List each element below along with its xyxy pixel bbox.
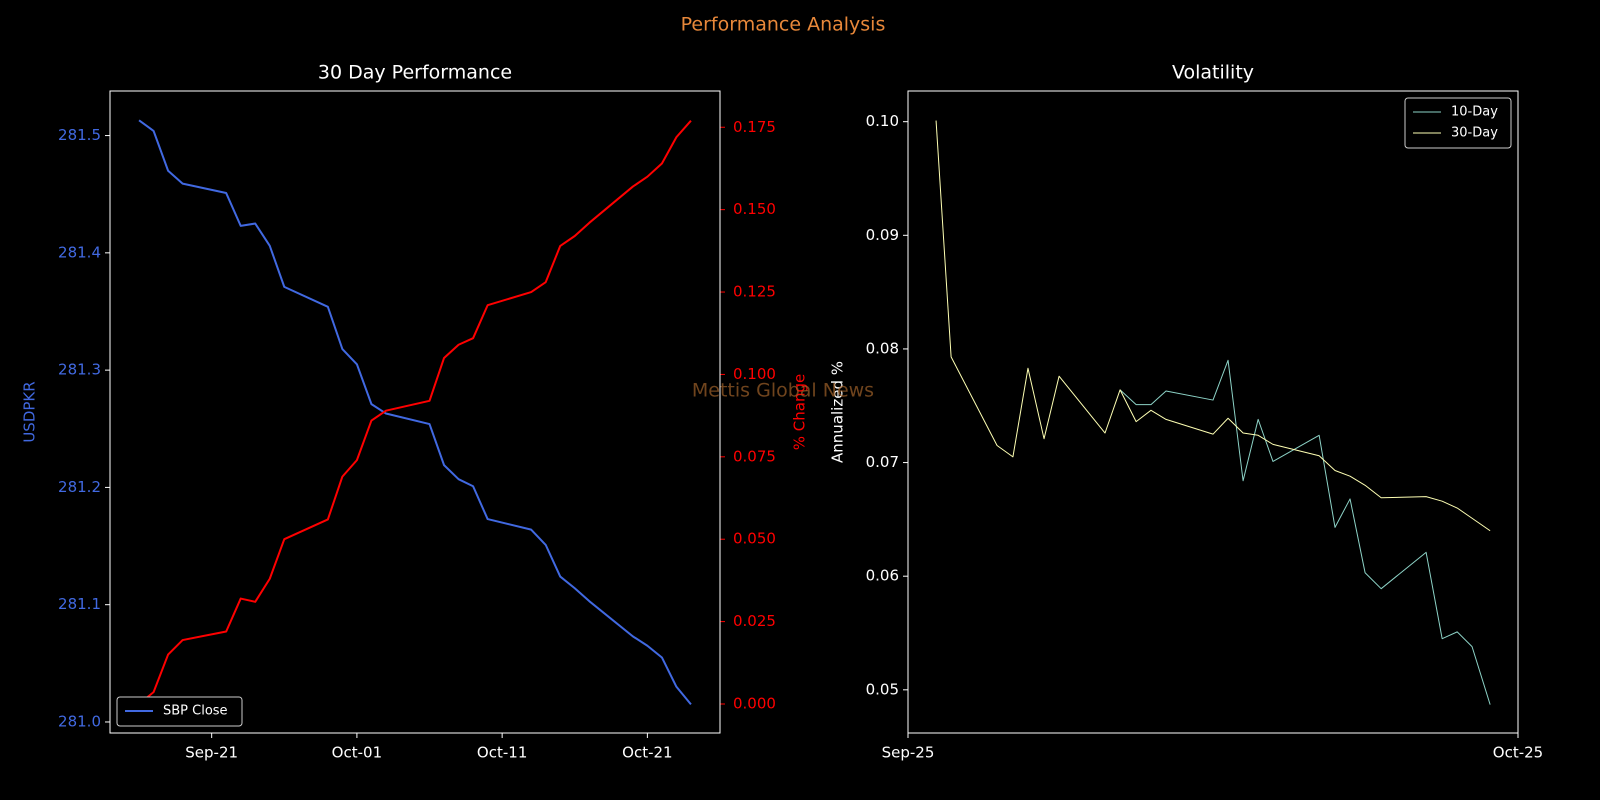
y-tick-label: 281.2 (58, 478, 101, 496)
y-tick-label: 281.1 (58, 595, 101, 613)
y2-tick-label: 0.050 (733, 530, 776, 548)
y-axis-label: USDPKR (21, 381, 39, 442)
y2-tick-label: 0.025 (733, 612, 776, 630)
y2-tick-label: 0.100 (733, 365, 776, 383)
y2-tick-label: 0.075 (733, 447, 776, 465)
series-line (138, 119, 692, 705)
legend-label: SBP Close (163, 704, 228, 719)
legend-label: 30-Day (1451, 126, 1498, 141)
x-tick-label: Sep-25 (882, 744, 935, 762)
axes-title: Volatility (1172, 62, 1254, 84)
series-line (935, 120, 1491, 532)
y-axis-label: Annualized % (829, 361, 847, 463)
y-tick-label: 281.0 (58, 712, 101, 730)
y-tick-label: 0.08 (866, 339, 899, 357)
legend-box (1404, 97, 1512, 149)
x-tick-label: Oct-11 (477, 744, 527, 762)
axes-frame (907, 90, 1519, 734)
y-tick-label: 0.07 (866, 453, 899, 471)
axes-frame (109, 90, 721, 734)
legend-box (116, 696, 243, 727)
y-tick-label: 0.06 (866, 567, 899, 585)
series-line (138, 119, 692, 706)
y-tick-label: 0.05 (866, 680, 899, 698)
x-tick-label: Oct-01 (332, 744, 382, 762)
axes-title: 30 Day Performance (318, 62, 512, 84)
figure-title: Performance Analysis (681, 14, 886, 36)
x-tick-label: Sep-21 (185, 744, 238, 762)
y2-axis-label: % Change (791, 374, 809, 450)
series-line (1119, 359, 1491, 705)
y-tick-label: 0.10 (866, 112, 899, 130)
y-tick-label: 281.4 (58, 243, 101, 261)
y2-tick-label: 0.175 (733, 118, 776, 136)
y-tick-label: 0.09 (866, 226, 899, 244)
legend-label: 10-Day (1451, 105, 1498, 120)
y2-tick-label: 0.125 (733, 283, 776, 301)
y2-tick-label: 0.000 (733, 694, 776, 712)
watermark: Mettis Global News (692, 380, 874, 402)
y-tick-label: 281.3 (58, 361, 101, 379)
x-tick-label: Oct-21 (622, 744, 672, 762)
y-tick-label: 281.5 (58, 126, 101, 144)
x-tick-label: Oct-25 (1493, 744, 1543, 762)
y2-tick-label: 0.150 (733, 200, 776, 218)
